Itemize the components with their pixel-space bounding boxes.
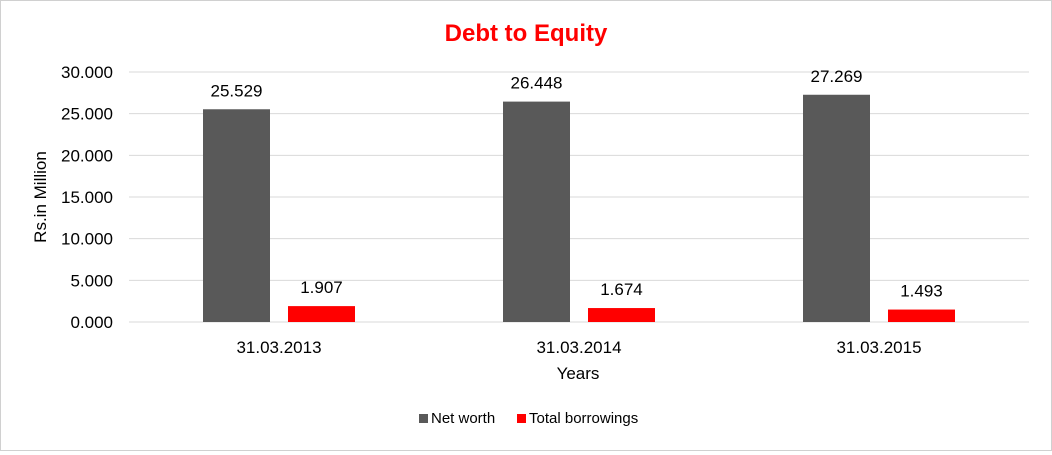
bar [288,306,355,322]
legend-swatch [517,414,526,423]
chart-title: Debt to Equity [445,20,608,47]
y-tick-label: 20.000 [61,146,113,165]
bars [203,94,955,322]
y-tick-label: 25.000 [61,105,113,124]
y-axis-ticks: 0.000 5.000 10.000 15.000 20.000 25.000 30.000 [61,63,113,332]
bar [588,308,655,322]
bar [503,101,570,322]
y-tick-label: 15.000 [61,188,113,207]
legend-label: Total borrowings [529,410,638,427]
x-tick-label: 31.03.2014 [536,338,621,357]
legend-label: Net worth [431,410,495,427]
data-label: 1.493 [900,282,943,301]
y-axis-label: Rs.in Million [31,151,50,243]
x-axis-label: Years [557,364,600,383]
bar [803,94,870,322]
x-axis-ticks: 31.03.2013 31.03.2014 31.03.2015 [236,338,921,357]
data-label: 1.674 [600,280,643,299]
data-label: 26.448 [511,74,563,93]
y-tick-label: 0.000 [70,313,113,332]
y-tick-label: 30.000 [61,63,113,82]
bar [203,109,270,322]
y-tick-label: 10.000 [61,230,113,249]
x-tick-label: 31.03.2013 [236,338,321,357]
gridlines [129,71,1029,281]
x-tick-label: 31.03.2015 [836,338,921,357]
data-label: 1.907 [300,278,343,297]
data-label: 25.529 [211,81,263,100]
legend: Net worth Total borrowings [419,410,638,427]
legend-swatch [419,414,428,423]
data-labels: 25.529 1.907 26.448 1.674 27.269 1.493 [211,67,943,301]
data-label: 27.269 [811,67,863,86]
y-tick-label: 5.000 [70,271,113,290]
bar [888,309,955,322]
